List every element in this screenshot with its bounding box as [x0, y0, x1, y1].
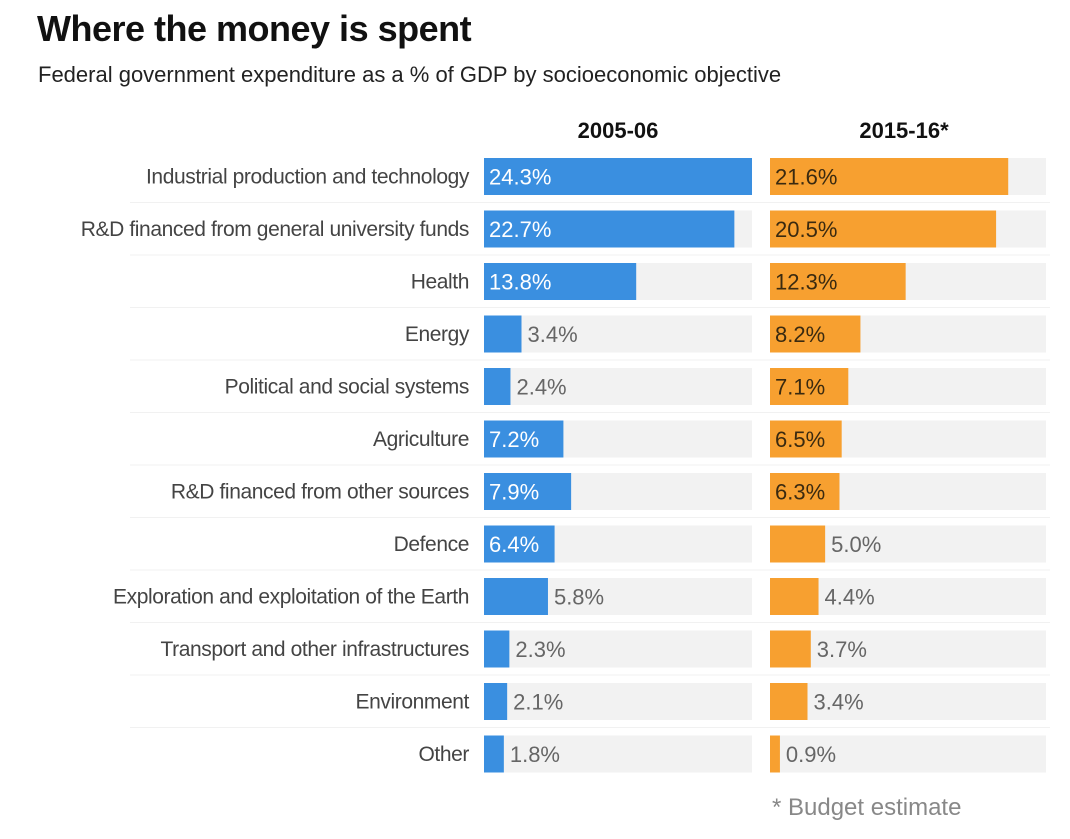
category-label: Energy	[405, 323, 470, 346]
bar-track	[770, 630, 1046, 668]
bar-track	[484, 683, 752, 720]
data-label: 3.4%	[813, 690, 863, 715]
data-label: 7.2%	[489, 427, 539, 452]
bar-track	[484, 315, 752, 353]
category-label: Transport and other infrastructures	[160, 638, 469, 661]
bar-2005-06	[484, 630, 510, 668]
bar-2015-16	[770, 735, 780, 773]
data-label: 5.0%	[831, 532, 881, 557]
chart-subtitle: Federal government expenditure as a % of…	[38, 62, 782, 87]
category-label: Political and social systems	[225, 376, 469, 399]
data-label: 0.9%	[786, 742, 836, 767]
bar-track	[770, 683, 1046, 720]
bar-2015-16	[770, 420, 842, 458]
footnote: * Budget estimate	[772, 794, 962, 821]
data-label: 6.4%	[489, 532, 539, 557]
bar-2015-16	[770, 368, 849, 405]
bar-2015-16	[770, 683, 808, 720]
bar-2015-16	[770, 263, 906, 300]
bar-2005-06	[484, 210, 735, 248]
category-label: Defence	[394, 533, 469, 556]
data-label: 24.3%	[489, 165, 551, 190]
bar-2005-06	[484, 473, 572, 510]
data-label: 6.3%	[775, 480, 825, 505]
category-label: R&D financed from general university fun…	[81, 218, 469, 241]
data-label: 8.2%	[775, 322, 825, 347]
data-label: 3.4%	[527, 322, 577, 347]
bar-track	[484, 368, 752, 405]
bar-2005-06	[484, 420, 564, 458]
bar-2015-16	[770, 578, 819, 615]
chart-title: Where the money is spent	[37, 8, 472, 49]
column-header-2005-06: 2005-06	[577, 118, 659, 143]
bar-track	[770, 735, 1046, 773]
category-label: Agriculture	[373, 428, 469, 451]
data-label: 4.4%	[825, 585, 875, 610]
bar-2015-16	[770, 525, 826, 563]
bar-2005-06	[484, 525, 555, 563]
bar-track	[484, 735, 752, 773]
data-label: 2.3%	[515, 637, 565, 662]
bar-2005-06	[484, 578, 548, 615]
data-label: 20.5%	[775, 217, 837, 242]
column-header-2015-16: 2015-16*	[859, 118, 949, 143]
bar-2005-06	[484, 158, 752, 195]
bar-2005-06	[484, 263, 637, 300]
category-label: Health	[411, 271, 469, 294]
data-label: 21.6%	[775, 165, 837, 190]
data-label: 3.7%	[817, 637, 867, 662]
data-label: 2.1%	[513, 690, 563, 715]
data-label: 22.7%	[489, 217, 551, 242]
bar-2015-16	[770, 210, 997, 248]
category-label: R&D financed from other sources	[171, 481, 469, 504]
bar-2005-06	[484, 683, 508, 720]
category-label: Exploration and exploitation of the Eart…	[113, 586, 469, 609]
bar-2005-06	[484, 315, 522, 353]
category-label: Environment	[356, 691, 470, 714]
bar-2005-06	[484, 735, 504, 773]
data-label: 5.8%	[554, 585, 604, 610]
bar-track	[484, 630, 752, 668]
bar-2015-16	[770, 473, 840, 510]
data-label: 6.5%	[775, 427, 825, 452]
bar-2015-16	[770, 315, 861, 353]
category-label: Other	[418, 743, 469, 766]
data-label: 12.3%	[775, 270, 837, 295]
data-label: 13.8%	[489, 270, 551, 295]
data-label: 7.9%	[489, 480, 539, 505]
bar-2015-16	[770, 158, 1009, 195]
data-label: 7.1%	[775, 375, 825, 400]
category-label: Industrial production and technology	[146, 166, 470, 189]
bar-2005-06	[484, 368, 511, 405]
data-label: 2.4%	[516, 375, 566, 400]
bar-2015-16	[770, 630, 811, 668]
data-label: 1.8%	[510, 742, 560, 767]
